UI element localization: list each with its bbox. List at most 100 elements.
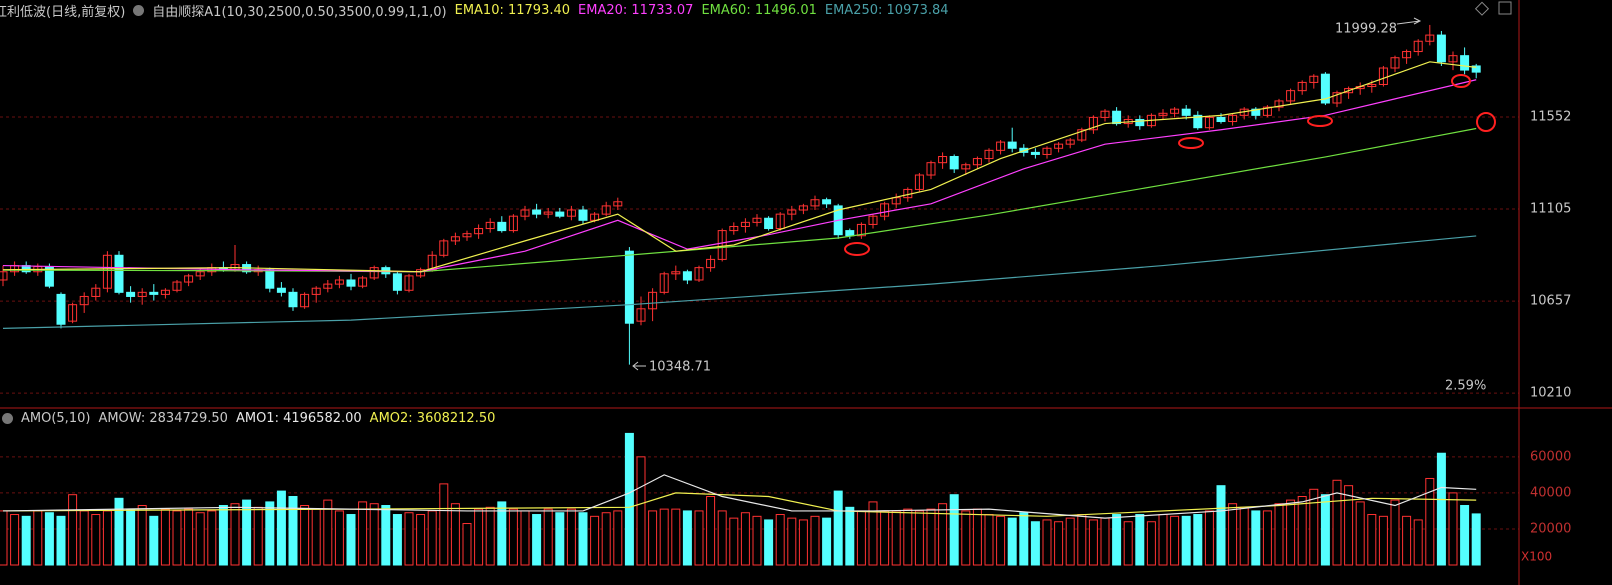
volume-bar	[520, 510, 530, 566]
volume-bar	[1367, 514, 1377, 566]
indicator-label: AMO(5,10)	[21, 411, 91, 426]
volume-bar	[868, 501, 878, 566]
diamond-icon[interactable]	[1474, 1, 1490, 16]
volume-bar	[1390, 499, 1400, 566]
volume-bar	[392, 514, 402, 566]
highlight-ellipse	[844, 242, 870, 256]
volume-bar	[1460, 505, 1470, 566]
volume-bar	[114, 497, 124, 566]
volume-bar	[1297, 496, 1307, 566]
volume-bar	[265, 501, 275, 566]
volume-bar	[1123, 521, 1133, 566]
volume-bar	[358, 501, 368, 566]
volume-bar	[253, 506, 263, 566]
indicator-line	[2, 235, 1477, 329]
volume-bar	[972, 508, 982, 566]
volume-bar	[601, 512, 611, 566]
volume-bar	[729, 517, 739, 566]
volume-bar	[1355, 501, 1365, 566]
max-arrow	[1396, 17, 1422, 25]
volume-bar	[195, 512, 205, 566]
highlight-ellipse	[1178, 137, 1204, 149]
legend-item: EMA10: 11793.40	[454, 3, 571, 18]
volume-bar	[102, 510, 112, 566]
volume-bar	[1471, 513, 1481, 566]
volume-bar	[369, 503, 379, 566]
highlight-ellipse	[1451, 74, 1471, 88]
volume-bar	[1158, 514, 1168, 566]
legend-item: EMA60: 11496.01	[701, 3, 817, 18]
volume-bar	[1413, 519, 1423, 566]
volume-bar	[845, 506, 855, 566]
volume-bar	[311, 508, 321, 566]
volume-bar	[160, 508, 170, 566]
max-label: 11999.28	[1335, 22, 1397, 37]
volume-bar	[1216, 485, 1226, 566]
volume-bar	[346, 514, 356, 566]
volume-bar	[381, 505, 391, 566]
toggle-icon[interactable]	[133, 5, 145, 16]
volume-bar	[218, 505, 228, 566]
legend-item: AMOW: 2834729.50	[98, 411, 228, 426]
volume-bar	[798, 519, 808, 566]
volume-bar	[1378, 515, 1388, 566]
volume-bar	[926, 508, 936, 566]
volume-bar	[508, 508, 518, 566]
volume-bar	[1239, 506, 1249, 566]
volume-bar	[764, 519, 774, 566]
volume-bar	[485, 506, 495, 566]
volume-bar	[996, 515, 1006, 566]
volume-bar	[1309, 488, 1319, 566]
volume-bar	[1019, 512, 1029, 566]
volume-bar	[21, 515, 31, 566]
volume-bar	[1251, 510, 1261, 566]
y-tick-label: 20000	[1530, 521, 1571, 536]
volume-bar	[230, 503, 240, 566]
y-tick-label: 11105	[1530, 201, 1571, 216]
indicator-label: 自由顺探A1(10,30,2500,0.50,3500,0.99,1,1,0)	[152, 5, 447, 20]
highlight-ellipse	[1307, 115, 1333, 127]
volume-bar	[787, 517, 797, 566]
volume-bar	[914, 510, 924, 566]
legend-item: AMO1: 4196582.00	[235, 411, 362, 426]
volume-bar	[56, 515, 66, 566]
volume-bar	[416, 514, 426, 566]
indicator-line	[2, 79, 1477, 273]
volume-bar	[613, 510, 623, 566]
volume-bar	[1088, 519, 1098, 566]
volume-bar	[833, 490, 843, 566]
volume-bar	[1402, 515, 1412, 566]
y-tick-label: 11552	[1530, 109, 1571, 124]
volume-bar	[10, 514, 20, 566]
min-arrow	[632, 361, 646, 371]
volume-bar	[961, 510, 971, 566]
volume-bar	[775, 514, 785, 566]
volume-bar	[207, 510, 217, 566]
window-icon[interactable]	[1498, 1, 1512, 15]
volume-bar	[149, 515, 159, 566]
change-label: 2.59%	[1445, 379, 1486, 394]
header: 红利低波(日线,前复权) 自由顺探A1(10,30,2500,0.50,3500…	[0, 1, 949, 20]
volume-bar	[1100, 517, 1110, 566]
volume-bar	[427, 510, 437, 566]
volume-bar	[44, 512, 54, 566]
volume-bar	[938, 503, 948, 566]
volume-bar	[810, 515, 820, 566]
volume-bar	[0, 510, 8, 566]
volume-bar	[694, 510, 704, 566]
volume-bar	[984, 514, 994, 566]
volume-bar	[1030, 521, 1040, 566]
volume-bar	[1054, 521, 1064, 566]
volume-bar	[1448, 492, 1458, 566]
volume-bar	[648, 510, 658, 566]
toggle-icon[interactable]	[2, 413, 13, 424]
volume-bar	[68, 494, 78, 566]
volume-bar	[1170, 515, 1180, 566]
volume-bar	[706, 496, 716, 566]
y-tick-label: 60000	[1530, 449, 1571, 464]
highlight-circle	[1476, 112, 1496, 132]
volume-bar	[682, 510, 692, 566]
volume-bar	[126, 508, 136, 566]
min-label: 10348.71	[649, 360, 711, 375]
